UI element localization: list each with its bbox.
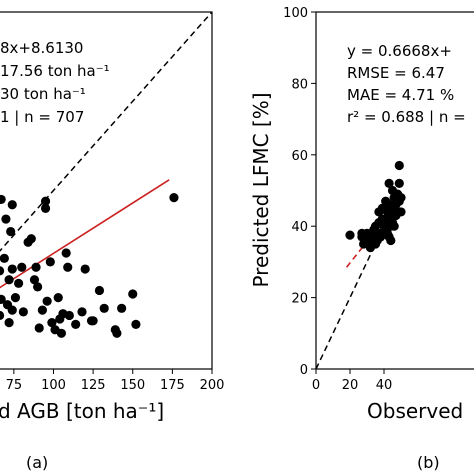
panel-a-data-point [0,310,5,321]
panel-a-data-point [7,305,17,315]
panel-b-y-tick-label: 40 [291,220,308,235]
panel-b-y-tick-label: 0 [300,363,308,378]
panel-b-frame [315,11,474,370]
panel-a-x-tick-label: 150 [120,378,145,393]
panel-a-x-ticks: 75 100 125 150 175 200 [6,369,225,393]
panel-a-data-point [45,257,55,267]
panel-a-label: (a) [26,453,48,472]
panel-b-x-tick-label: 40 [376,378,393,393]
panel-a-annotation-1: 8x+8.6130 [0,39,83,57]
panel-b-x-ticks: 0 20 40 [312,369,392,393]
panel-a-data-point [47,317,57,328]
panel-a-data-point [131,319,141,329]
panel-a-data-point [80,264,90,274]
panel-b-data-point [394,178,404,188]
panel-a-frame [0,11,213,370]
panel-a-data-point [29,275,40,285]
panel-a-fit-line [0,179,170,289]
panel-a-annotation-4: 1 | n = 707 [0,108,84,126]
panel-a-data-point [71,319,81,329]
panel-b-y-axis-label: Predicted LFMC [%] [249,92,273,287]
panel-a-data-point [53,293,63,303]
panel-a-data-point [0,194,6,205]
panel-b: 0 20 40 0 20 40 60 80 100 y = 0.6668x+ RMSE = 6… [249,6,474,472]
panel-a-data-point [42,296,52,306]
panel-a: 75 100 125 150 175 200 8x+8.6130 17.56 ton ha… [0,11,225,472]
panel-a-x-tick-label: 125 [81,378,106,393]
panel-a-data-point [34,323,44,333]
panel-a-lines [0,11,213,289]
panel-b-x-tick-label: 20 [342,378,359,393]
panel-b-data-point [376,232,386,242]
panel-b-annotation-3: MAE = 4.71 % [347,86,454,104]
panel-a-x-tick-label: 175 [160,378,185,393]
panel-a-data-point [10,293,21,303]
panel-a-data-point [112,328,122,338]
panel-b-y-tick-label: 60 [291,149,308,164]
panel-a-data-point [61,248,71,258]
panel-a-points [0,193,179,338]
panel-b-y-tick-label: 20 [291,292,308,307]
panel-a-data-point [4,317,14,328]
panel-a-data-point [88,316,98,326]
panel-b-data-point [396,207,406,217]
panel-a-annotation-2: 17.56 ton ha⁻¹ [0,62,110,80]
panel-a-data-point [56,328,67,338]
panel-b-x-axis-label: Observed [367,399,463,423]
panel-a-data-point [14,278,24,288]
panel-a-x-tick-label: 75 [6,378,23,393]
panel-b-y-ticks: 0 20 40 60 80 100 [283,6,316,378]
panel-a-data-point [4,275,14,285]
panel-b-data-point [389,221,399,231]
panel-a-data-point [64,310,74,321]
panel-b-x-tick-label: 0 [312,378,320,393]
panel-a-data-point [7,264,17,274]
panel-a-data-point [40,196,51,206]
panel-b-data-point [345,230,355,240]
panel-a-data-point [0,266,5,276]
panel-a-data-point [33,282,43,292]
panel-b-data-point [396,193,406,203]
panel-a-data-point [6,226,16,237]
panel-b-annotation-1: y = 0.6668x+ [347,42,452,60]
panel-b-data-point [384,178,394,188]
panel-a-data-point [26,234,36,244]
panel-a-x-tick-label: 200 [200,378,225,393]
panel-b-annotation-2: RMSE = 6.47 [347,64,445,82]
panel-a-data-point [7,200,17,210]
panel-a-data-point [18,307,28,317]
panel-a-data-point [31,262,41,272]
panel-a-data-point [169,193,179,203]
panel-b-y-tick-label: 100 [283,6,308,21]
panel-b-points [345,160,406,253]
panel-b-label: (b) [417,453,440,472]
panel-a-data-point [40,203,51,213]
panel-a-one-to-one-line [0,11,213,252]
panel-a-data-point [17,262,27,272]
panel-b-data-point [394,160,404,171]
panel-a-data-point [94,285,105,296]
panel-a-data-point [0,253,9,263]
panel-a-data-point [1,214,11,224]
panel-a-data-point [117,303,127,313]
panel-b-data-point [386,235,396,246]
panel-a-data-point [128,289,138,299]
panel-a-x-axis-label: d AGB [ton ha⁻¹] [0,399,164,423]
panel-a-data-point [99,303,109,313]
panel-b-annotation-4: r² = 0.688 | n = [347,108,466,126]
panel-a-data-point [37,305,47,315]
panel-b-y-tick-label: 80 [291,77,308,92]
panel-a-data-point [63,262,73,272]
panel-a-annotation-3: 30 ton ha⁻¹ [0,85,86,103]
panel-a-data-point [77,307,87,317]
panel-a-x-tick-label: 100 [41,378,66,393]
